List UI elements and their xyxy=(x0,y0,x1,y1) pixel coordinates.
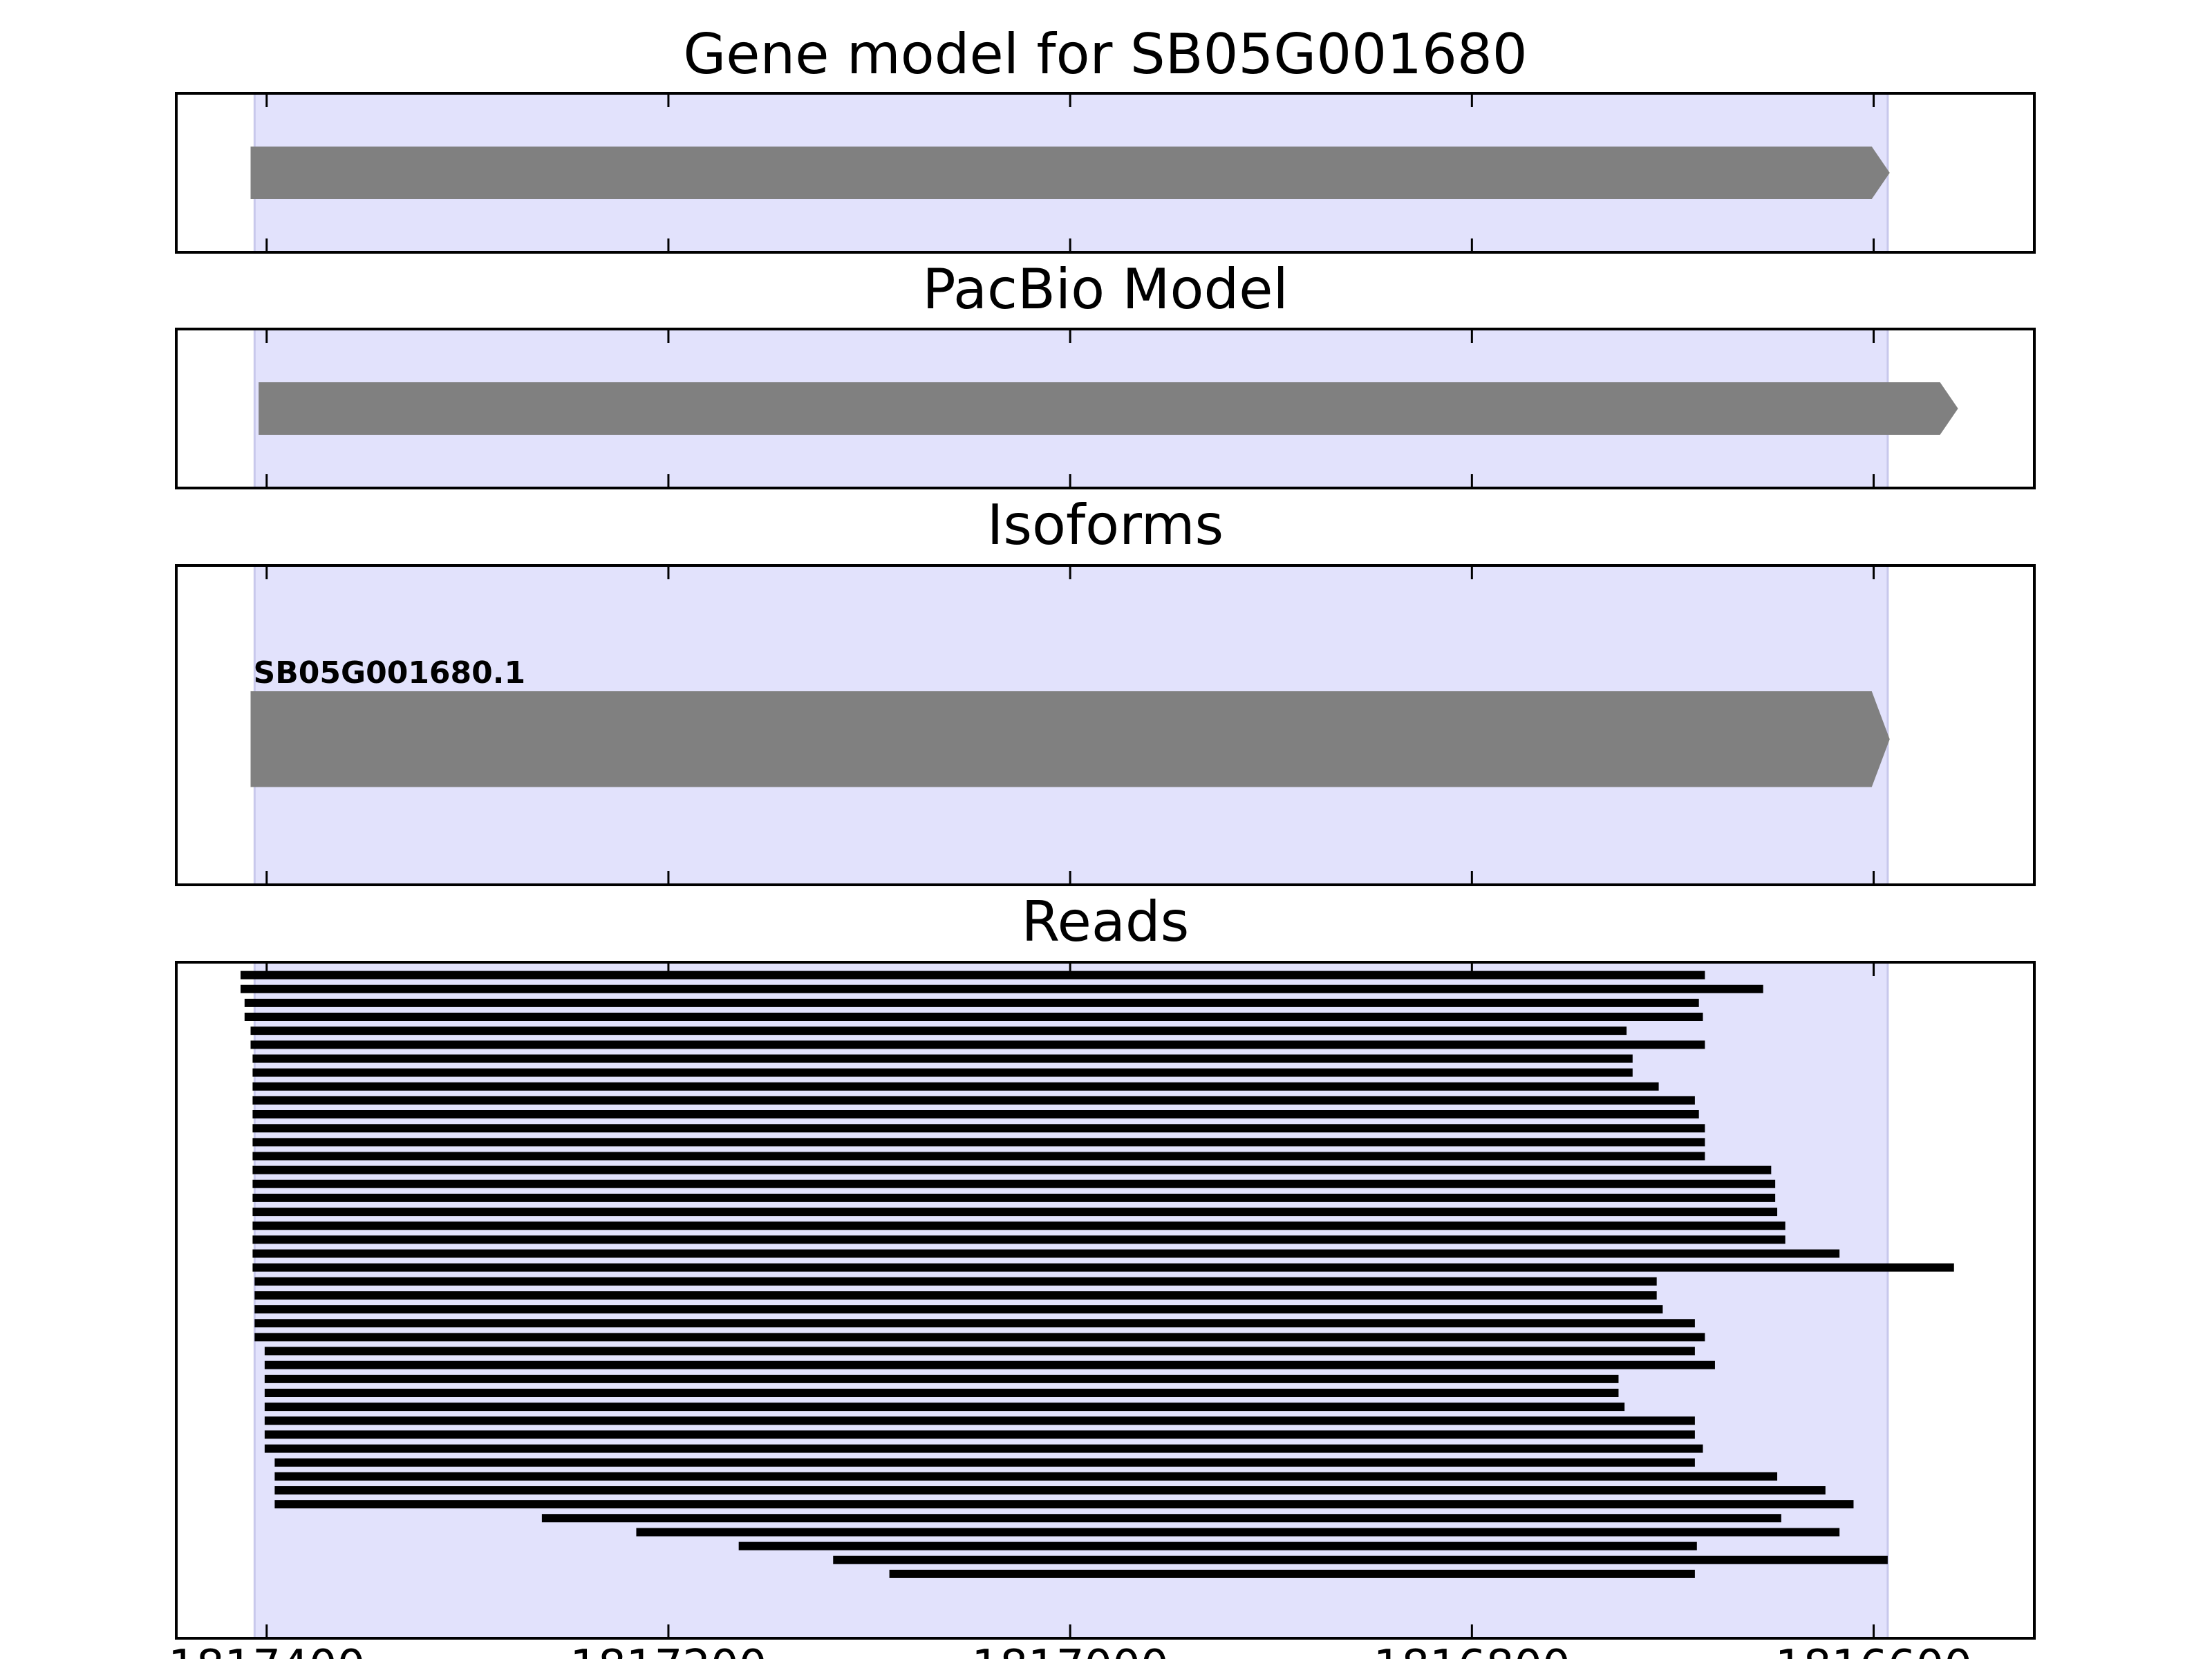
x-tick-label: 1816800 xyxy=(1374,1641,1571,1659)
x-tick-label: 1817400 xyxy=(168,1641,365,1659)
panel-title: Reads xyxy=(1022,890,1190,954)
x-tick-label: 1817200 xyxy=(570,1641,767,1659)
panel-title: PacBio Model xyxy=(922,257,1288,321)
x-tick-label: 1816600 xyxy=(1775,1641,1972,1659)
panel-title: Isoforms xyxy=(987,493,1224,557)
isoform-label: SB05G001680.1 xyxy=(254,655,526,691)
feature-arrow xyxy=(259,382,1958,435)
panel-frame xyxy=(175,564,2036,886)
panel-frame xyxy=(175,328,2036,489)
panel-title: Gene model for SB05G001680 xyxy=(683,22,1527,86)
panel-frame xyxy=(175,92,2036,254)
x-tick-label: 1817000 xyxy=(972,1641,1169,1659)
feature-arrow xyxy=(250,147,1890,199)
panel-frame xyxy=(175,961,2036,1640)
feature-arrow xyxy=(250,691,1890,787)
highlight-region xyxy=(253,961,1889,1640)
